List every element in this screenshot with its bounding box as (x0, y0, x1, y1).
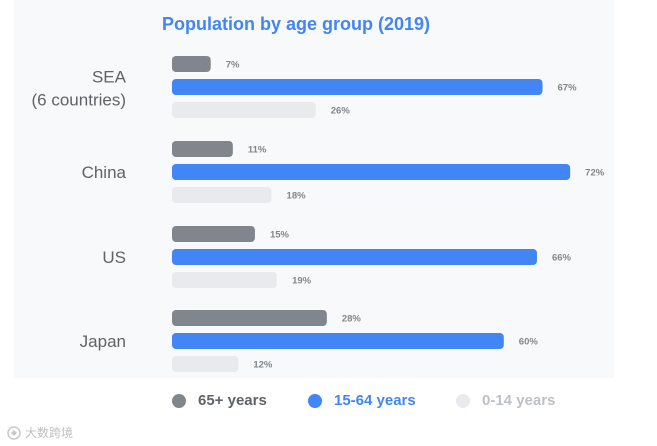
legend-label-65-plus: 65+ years (198, 392, 267, 409)
data-label-2-0: 15% (270, 230, 290, 241)
legend-label-0-14: 0-14 years (482, 392, 556, 409)
chart-title: Population by age group (2019) (162, 14, 431, 34)
bar-1-0 (172, 141, 233, 157)
data-label-0-1: 67% (558, 83, 578, 94)
data-label-0-2: 26% (331, 106, 351, 117)
bar-3-0 (172, 310, 327, 326)
data-label-0-0: 7% (226, 60, 240, 71)
category-label-3: Japan (80, 332, 126, 351)
data-label-1-1: 72% (585, 168, 605, 179)
bar-0-2 (172, 102, 316, 118)
watermark-text: 大数跨境 (25, 426, 74, 440)
data-label-3-1: 60% (519, 337, 539, 348)
data-label-1-0: 11% (248, 145, 267, 156)
category-label-2: US (102, 248, 126, 267)
data-label-3-2: 12% (253, 360, 273, 371)
legend-swatch-15-64 (308, 393, 322, 408)
category-label-1: China (82, 163, 127, 182)
bar-1-2 (172, 187, 272, 203)
bar-3-2 (172, 356, 239, 372)
watermark: 大数跨境 (6, 424, 73, 441)
data-label-2-1: 66% (552, 253, 572, 264)
watermark-logo-icon (7, 425, 21, 440)
bar-0-1 (172, 79, 543, 95)
bar-3-1 (172, 333, 504, 349)
data-label-3-0: 28% (342, 314, 362, 325)
legend-swatch-0-14 (456, 393, 470, 408)
bar-1-1 (172, 164, 571, 180)
legend-item-0-14: 0-14 years (456, 392, 555, 409)
bar-2-0 (172, 226, 255, 242)
bar-0-0 (172, 56, 211, 72)
data-label-1-2: 18% (287, 191, 307, 202)
legend-item-65-plus: 65+ years (172, 392, 267, 409)
legend-item-15-64: 15-64 years (308, 392, 416, 409)
chart-legend: 65+ years 15-64 years 0-14 years (0, 392, 657, 422)
bar-2-1 (172, 249, 537, 265)
category-label-0: SEA (6 countries) (32, 68, 127, 110)
legend-label-15-64: 15-64 years (334, 392, 416, 409)
bar-chart-plot: SEA (6 countries) 7% 67% 26% China 11% 72% 18% US… (32, 56, 605, 372)
bar-2-2 (172, 272, 278, 288)
legend-swatch-65-plus (172, 393, 186, 408)
data-label-2-2: 19% (292, 276, 312, 287)
